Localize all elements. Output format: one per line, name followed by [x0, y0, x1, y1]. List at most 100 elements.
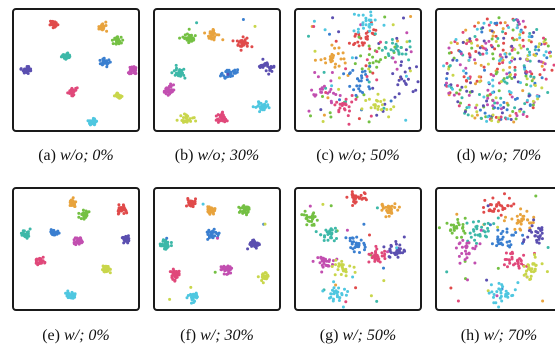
scatter-point — [508, 61, 512, 64]
scatter-point — [394, 242, 398, 246]
scatter-point — [363, 69, 367, 73]
scatter-point — [312, 25, 316, 28]
scatter-point — [175, 72, 179, 76]
scatter-point — [360, 67, 364, 71]
scatter-point — [332, 239, 336, 243]
scatter-point — [508, 245, 512, 249]
scatter-point — [43, 260, 47, 264]
scatter-point — [312, 19, 316, 23]
scatter-point — [348, 109, 351, 113]
scatter-point — [455, 236, 459, 240]
scatter-point — [71, 196, 75, 200]
scatter-point — [315, 218, 319, 222]
scatter-plot — [437, 192, 550, 309]
scatter-point — [406, 77, 410, 81]
scatter-point — [347, 122, 351, 126]
scatter-point — [492, 209, 496, 213]
scatter-point — [511, 293, 515, 297]
scatter-point — [221, 265, 225, 269]
scatter-point — [513, 73, 517, 77]
scatter-point — [266, 64, 270, 68]
scatter-point — [75, 86, 79, 90]
scatter-point — [330, 265, 334, 268]
scatter-point — [119, 35, 123, 39]
scatter-point — [483, 234, 487, 238]
scatter-point — [334, 93, 338, 96]
scatter-point — [465, 42, 468, 46]
scatter-point — [187, 33, 191, 37]
scatter-point — [523, 67, 527, 71]
scatter-point — [114, 42, 118, 46]
scatter-point — [396, 255, 400, 259]
scatter-point — [533, 234, 537, 238]
scatter-point — [74, 240, 78, 244]
scatter-point — [496, 228, 500, 232]
scatter-point — [35, 261, 39, 265]
scatter-point — [203, 31, 207, 35]
scatter-point — [220, 71, 224, 75]
scatter-point — [496, 216, 500, 220]
scatter-point — [482, 95, 486, 99]
scatter-point — [179, 114, 183, 118]
scatter-point — [347, 41, 351, 45]
scatter-point — [499, 107, 503, 111]
scatter-point — [187, 41, 191, 45]
scatter-point — [402, 235, 406, 239]
scatter-point — [535, 94, 539, 98]
scatter-point — [492, 222, 496, 226]
scatter-point — [456, 218, 460, 221]
scatter-point — [380, 202, 384, 206]
scatter-point — [402, 16, 405, 20]
scatter-point — [337, 110, 341, 114]
scatter-point — [491, 196, 495, 200]
scatter-point — [337, 87, 341, 91]
scatter-point — [483, 198, 487, 202]
scatter-point — [377, 105, 380, 108]
scatter-point — [525, 83, 529, 87]
scatter-point — [504, 251, 508, 255]
scatter-point — [531, 103, 535, 107]
scatter-point — [354, 97, 358, 101]
scatter-point — [214, 114, 218, 118]
scatter-point — [214, 230, 218, 234]
scatter-point — [353, 34, 357, 38]
scatter-point — [513, 106, 517, 110]
scatter-point — [338, 94, 342, 97]
scatter-point — [492, 301, 496, 305]
scatter-point — [209, 233, 213, 237]
scatter-point — [72, 242, 76, 246]
scatter-point — [437, 226, 441, 230]
scatter-point — [363, 248, 366, 252]
scatter-point — [372, 103, 376, 107]
scatter-point — [537, 59, 541, 63]
scatter-point — [389, 243, 393, 247]
scatter-point — [329, 295, 333, 299]
scatter-point — [172, 269, 176, 273]
scatter-point — [97, 27, 101, 31]
scatter-point — [386, 204, 390, 208]
scatter-point — [503, 192, 506, 196]
scatter-point — [187, 36, 191, 40]
scatter-point — [337, 46, 341, 50]
scatter-point — [102, 26, 106, 30]
scatter-point — [362, 93, 366, 97]
scatter-point — [542, 36, 545, 40]
scatter-point — [384, 41, 388, 44]
scatter-point — [414, 88, 418, 92]
scatter-point — [67, 294, 71, 298]
scatter-point — [104, 266, 108, 270]
scatter-point — [351, 236, 355, 240]
scatter-point — [508, 239, 512, 243]
scatter-point — [375, 113, 379, 117]
scatter-point — [488, 223, 492, 227]
scatter-point — [521, 214, 525, 218]
scatter-point — [105, 61, 109, 65]
scatter-point — [255, 242, 259, 246]
scatter-point — [484, 41, 488, 45]
scatter-point — [457, 254, 461, 258]
scatter-point — [330, 101, 333, 105]
scatter-point — [357, 44, 361, 48]
scatter-point — [344, 293, 348, 297]
scatter-point — [222, 272, 226, 276]
scatter-point — [322, 239, 326, 242]
